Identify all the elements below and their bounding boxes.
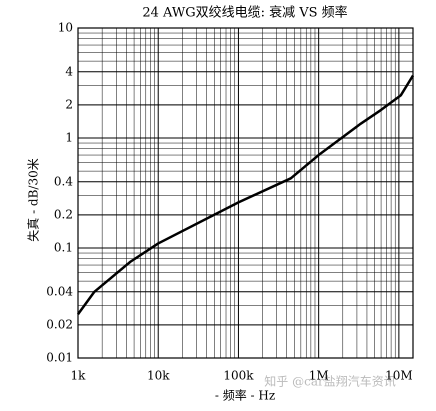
y-tick-label: 0.4: [54, 174, 73, 188]
watermark: 知乎 @car盐翔汽车资讯: [264, 374, 395, 389]
line-series: [76, 74, 415, 315]
y-tick-label: 0.01: [46, 351, 73, 365]
y-tick-label: 2: [65, 97, 73, 111]
y-tick-label: 1: [65, 131, 73, 145]
x-tick-label: 10M: [385, 369, 413, 383]
x-tick-label: 10k: [147, 369, 170, 383]
plot-frame: [77, 27, 414, 359]
x-tick-label: 1M: [309, 369, 329, 383]
x-tick-label: 1k: [71, 369, 87, 383]
x-tick-label: 100k: [223, 369, 254, 383]
y-tick-label: 4: [65, 64, 73, 78]
y-tick-label: 0.04: [46, 284, 73, 298]
chart-title: 24 AWG双绞线电缆: 衰减 VS 频率: [142, 5, 347, 21]
y-tick-label: 0.02: [46, 317, 73, 331]
x-axis-label: - 频率 - Hz: [215, 388, 275, 403]
y-tick-label: 0.2: [54, 207, 73, 221]
y-tick-label: 10: [58, 21, 73, 35]
y-tick-label: 0.1: [54, 241, 73, 255]
y-axis-label: 失真 - dB/30米: [26, 158, 41, 242]
